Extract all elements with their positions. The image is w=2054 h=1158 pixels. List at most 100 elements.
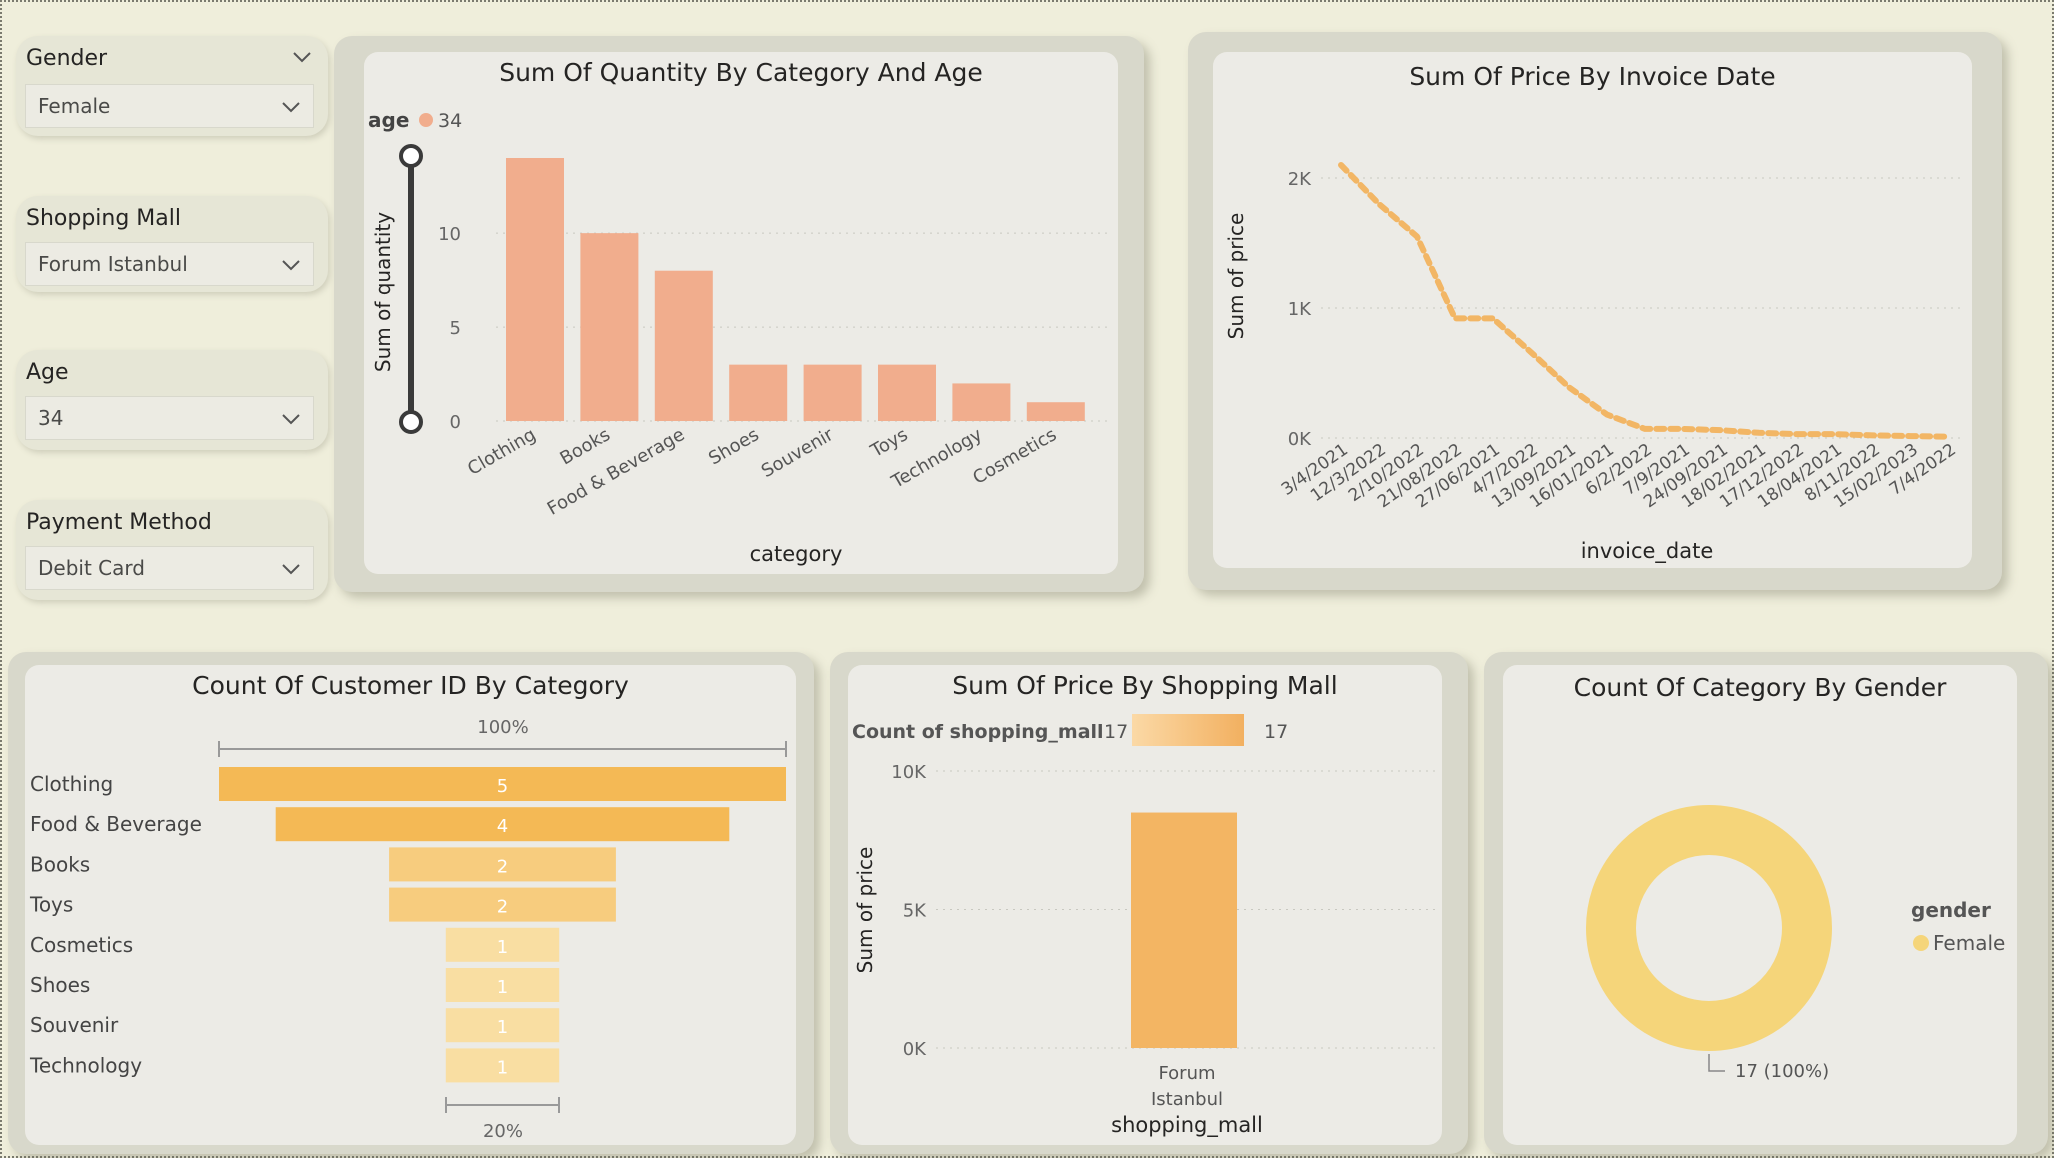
y-axis-label: Sum of price [1224,213,1248,340]
chart-title: Sum Of Price By Invoice Date [1409,62,1776,91]
x-tick-label: Cosmetics [969,424,1060,489]
price-by-mall-chart: Count of shopping_mall 17 17 Sum of pric… [852,714,1438,1138]
chart-title: Sum Of Price By Shopping Mall [952,671,1338,700]
funnel-bar[interactable] [389,887,616,922]
funnel-top-label: 100% [477,717,528,738]
slicer-gender[interactable]: Gender Female [16,36,328,136]
slider-handle-bottom[interactable] [399,410,423,434]
y-tick-label: 1K [1288,299,1312,320]
funnel-value-label: 2 [497,856,508,877]
funnel-value-label: 1 [497,1017,508,1038]
quantity-by-category-chart: age 34 Sum of quantity category 0 5 10 Clo… [368,108,1109,566]
funnel-bar[interactable] [445,968,560,1002]
customer-by-category-funnel: 100% 20% 5 Clothing 4 Food & Beverage 2 Books… [29,717,787,1142]
legend-max: 17 [1264,721,1288,743]
funnel-category-label: Food & Beverage [30,812,202,836]
chart-title: Sum Of Quantity By Category And Age [499,58,983,87]
bar[interactable] [952,383,1011,421]
dropdown-value: Female [38,94,111,118]
y-tick-label: 5K [903,901,927,922]
slicer-shopping-mall[interactable]: Shopping Mall Forum Istanbul [16,196,328,292]
funnel-category-label: Clothing [30,772,113,796]
funnel-bar[interactable] [389,847,616,882]
slider-handle-top[interactable] [399,144,423,168]
series-line[interactable] [1338,162,1952,440]
funnel-bar[interactable] [275,807,730,842]
legend-title: gender [1911,898,1991,922]
bar[interactable] [654,270,713,421]
data-label: 17 (100%) [1735,1061,1829,1082]
bar[interactable] [878,364,936,421]
y-tick-label: 2K [1288,169,1312,190]
quantity-chart-card[interactable]: Sum Of Quantity By Category And Age age … [364,52,1118,574]
gender-dropdown[interactable]: Female [25,84,314,128]
funnel-category-label: Technology [29,1053,142,1077]
bar[interactable] [580,233,639,421]
bar[interactable] [1026,402,1085,421]
bar[interactable] [1131,812,1237,1048]
slicer-title: Payment Method [26,510,212,535]
funnel-bar[interactable] [445,1048,560,1083]
legend-item: Female [1933,931,2005,955]
slicer-title: Shopping Mall [26,206,181,231]
x-tick-label-line1: Forum [1158,1063,1215,1084]
bar[interactable] [803,364,862,421]
x-tick-label: Toys [866,424,911,462]
funnel-category-label: Cosmetics [30,933,133,957]
x-axis-label: shopping_mall [1111,1113,1263,1138]
price-mall-chart-card[interactable]: Sum Of Price By Shopping Mall Count of s… [848,665,1442,1145]
chart-title: Count Of Customer ID By Category [192,671,629,700]
funnel-category-label: Shoes [30,973,90,997]
y-tick-label: 0K [1288,429,1312,450]
category-by-gender-donut: 17 (100%) gender Female [1586,805,2005,1082]
y-tick-label: 0K [903,1039,927,1060]
legend-min: 17 [1104,721,1128,743]
x-tick-label-line2: Istanbul [1151,1089,1223,1110]
legend-title: age [368,108,409,132]
funnel-value-label: 1 [497,977,508,998]
y-tick-label: 0 [450,412,461,433]
chevron-down-icon[interactable] [292,50,312,64]
funnel-chart-card[interactable]: Count Of Customer ID By Category 100% 20… [25,665,796,1145]
bar[interactable] [506,158,564,421]
y-tick-label: 10K [891,762,927,783]
funnel-value-label: 2 [497,897,508,918]
donut-slice-female[interactable] [1586,805,1832,1051]
legend-marker [419,113,433,127]
slicer-title: Age [26,360,69,385]
price-date-chart-card[interactable]: Sum Of Price By Invoice Date Sum of pric… [1213,52,1972,568]
legend-marker [1913,935,1929,951]
y-tick-label: 5 [450,318,461,339]
funnel-bar[interactable] [445,927,560,962]
funnel-bar[interactable] [219,767,786,801]
x-axis-label: category [750,542,843,566]
chart-title: Count Of Category By Gender [1573,673,1947,702]
shopping-mall-dropdown[interactable]: Forum Istanbul [25,242,314,286]
chevron-down-icon [282,564,300,575]
funnel-bar[interactable] [445,1008,560,1043]
bar[interactable] [729,364,788,421]
dropdown-value: Debit Card [38,556,145,580]
donut-chart-card[interactable]: Count Of Category By Gender 17 (100%) ge… [1503,665,2017,1145]
dropdown-value: Forum Istanbul [38,252,188,276]
x-axis-label: invoice_date [1581,539,1714,564]
chevron-down-icon [282,414,300,425]
x-tick-label: Shoes [705,424,763,469]
slicer-payment-method[interactable]: Payment Method Debit Card [16,500,328,600]
payment-method-dropdown[interactable]: Debit Card [25,546,314,590]
age-dropdown[interactable]: 34 [25,396,314,440]
x-tick-label: Clothing [464,424,539,480]
x-tick-label: Food & Beverage [544,424,689,520]
funnel-value-label: 1 [497,1057,508,1078]
legend-item: 34 [438,110,462,132]
legend-title: Count of shopping_mall [852,721,1104,743]
slicer-age[interactable]: Age 34 [16,350,328,450]
x-tick-label: Souvenir [758,424,838,482]
funnel-category-label: Books [30,852,90,876]
funnel-category-label: Toys [29,893,73,917]
funnel-bottom-label: 20% [483,1121,523,1142]
slicer-title: Gender [26,46,108,71]
y-axis-label: Sum of quantity [371,212,395,372]
chevron-down-icon [282,102,300,113]
